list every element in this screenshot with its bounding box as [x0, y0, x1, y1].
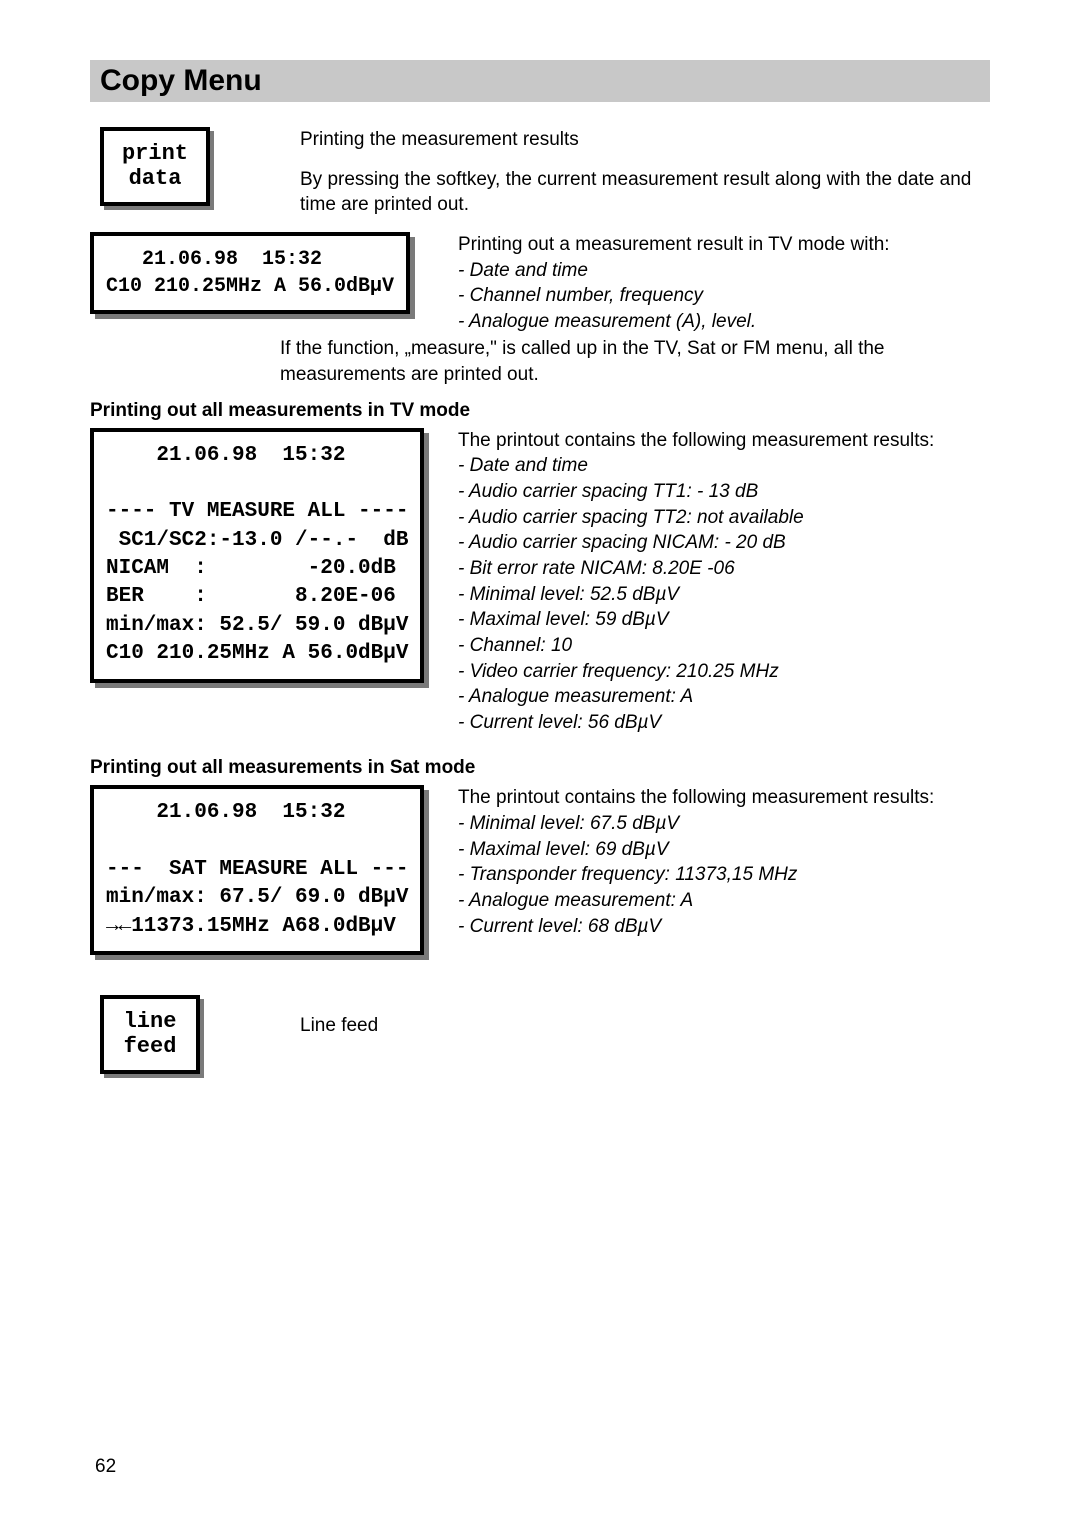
tv-item-4: - Bit error rate NICAM: 8.20E -06: [458, 556, 990, 582]
tv-item-5: - Minimal level: 52.5 dBµV: [458, 582, 990, 608]
tv-item-3: - Audio carrier spacing NICAM: - 20 dB: [458, 530, 990, 556]
sat-item-0: - Minimal level: 67.5 dBµV: [458, 811, 990, 837]
printout-single-l1: 21.06.98 15:32: [106, 248, 322, 271]
page-title: Copy Menu: [90, 60, 990, 102]
sat-item-1: - Maximal level: 69 dBµV: [458, 837, 990, 863]
tv-item-6: - Maximal level: 59 dBµV: [458, 607, 990, 633]
sat-l3: --- SAT MEASURE ALL ---: [106, 858, 408, 881]
tv-l7: min/max: 52.5/ 59.0 dBµV: [106, 614, 408, 637]
page-number: 62: [95, 1456, 116, 1478]
sat-item-2: - Transponder frequency: 11373,15 MHz: [458, 862, 990, 888]
tv-l1: 21.06.98 15:32: [106, 444, 345, 467]
softkey-line-feed-line1: line: [112, 1009, 188, 1034]
softkey-print-data-line1: print: [112, 141, 198, 166]
print-data-heading: Printing the measurement results: [300, 127, 990, 153]
softkey-print-data[interactable]: print data: [100, 127, 210, 206]
tv-desc-intro: The printout contains the following meas…: [458, 428, 990, 454]
tv-item-8: - Video carrier frequency: 210.25 MHz: [458, 659, 990, 685]
printout-sat: 21.06.98 15:32 --- SAT MEASURE ALL --- m…: [90, 785, 424, 955]
softkey-line-feed-line2: feed: [112, 1034, 188, 1059]
softkey-print-data-line2: data: [112, 166, 198, 191]
printout-single: 21.06.98 15:32 C10 210.25MHz A 56.0dBµV: [90, 232, 410, 314]
sat-l1: 21.06.98 15:32: [106, 801, 345, 824]
sat-item-3: - Analogue measurement: A: [458, 888, 990, 914]
tv-item-0: - Date and time: [458, 453, 990, 479]
printout-single-l2: C10 210.25MHz A 56.0dBµV: [106, 275, 394, 298]
tv-item-1: - Audio carrier spacing TT1: - 13 dB: [458, 479, 990, 505]
tv-l8: C10 210.25MHz A 56.0dBµV: [106, 642, 408, 665]
tv-l4: SC1/SC2:-13.0 /--.- dB: [106, 529, 408, 552]
single-printout-intro: Printing out a measurement result in TV …: [458, 232, 990, 258]
single-item-2: - Analogue measurement (A), level.: [458, 309, 990, 335]
print-data-body: By pressing the softkey, the current mea…: [300, 167, 990, 218]
single-item-1: - Channel number, frequency: [458, 283, 990, 309]
sat-desc-intro: The printout contains the following meas…: [458, 785, 990, 811]
single-item-0: - Date and time: [458, 258, 990, 284]
sat-l5: →←11373.15MHz A68.0dBµV: [106, 915, 396, 938]
tv-item-7: - Channel: 10: [458, 633, 990, 659]
tv-heading: Printing out all measurements in TV mode: [90, 400, 990, 422]
tv-item-2: - Audio carrier spacing TT2: not availab…: [458, 505, 990, 531]
line-feed-label: Line feed: [280, 995, 990, 1039]
printout-tv: 21.06.98 15:32 ---- TV MEASURE ALL ---- …: [90, 428, 424, 683]
tv-l3: ---- TV MEASURE ALL ----: [106, 500, 408, 523]
tv-l6: BER : 8.20E-06: [106, 585, 396, 608]
tv-item-9: - Analogue measurement: A: [458, 684, 990, 710]
softkey-line-feed[interactable]: line feed: [100, 995, 200, 1074]
single-printout-after: If the function, „measure," is called up…: [280, 336, 990, 387]
tv-l5: NICAM : -20.0dB: [106, 557, 396, 580]
sat-heading: Printing out all measurements in Sat mod…: [90, 757, 990, 779]
tv-item-10: - Current level: 56 dBµV: [458, 710, 990, 736]
sat-l4: min/max: 67.5/ 69.0 dBµV: [106, 886, 408, 909]
sat-item-4: - Current level: 68 dBµV: [458, 914, 990, 940]
